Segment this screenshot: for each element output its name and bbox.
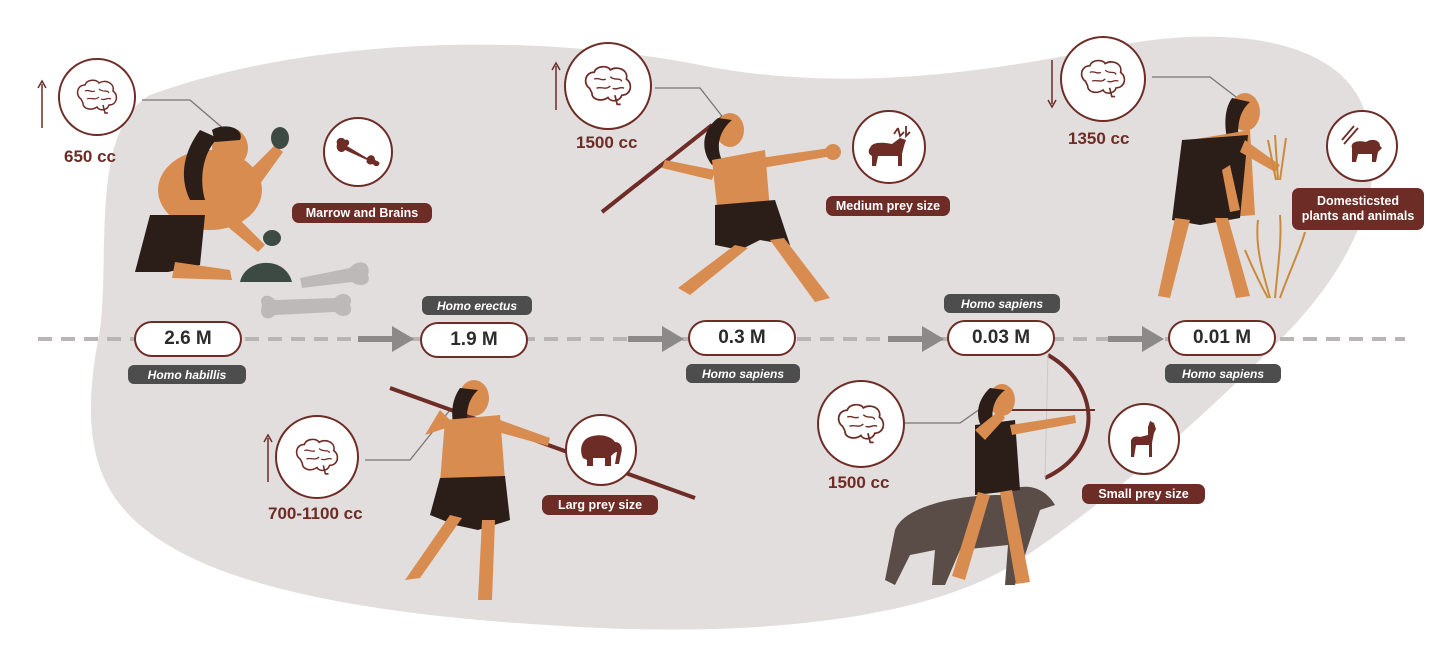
connector-line [142, 99, 226, 131]
diet-circle [1326, 110, 1398, 182]
brain-icon [584, 65, 632, 106]
diet-circle [323, 117, 393, 187]
thrower-figure [600, 113, 841, 302]
brain-circle [564, 42, 652, 130]
timeline-date-pill: 1.9 M [420, 322, 528, 358]
brain-size-label: 1500 cc [576, 133, 638, 152]
diet-label: Marrow and Brains [292, 203, 432, 223]
brain-size-label: 700-1100 cc [268, 504, 363, 523]
timeline-arrow [888, 326, 944, 352]
timeline-arrow [628, 326, 684, 352]
timeline-date-pill: 0.03 M [947, 320, 1055, 356]
brain-icon [76, 79, 118, 114]
arrow-down-icon [1047, 60, 1057, 109]
species-label: Homo sapiens [944, 294, 1060, 313]
arrow-up-icon [551, 61, 561, 110]
reindeer-icon [868, 126, 911, 166]
diet-circle [565, 414, 637, 486]
brain-size-label: 1500 cc [828, 473, 890, 492]
connector-line [1152, 76, 1241, 101]
brain-circle [1060, 36, 1146, 122]
elephant-icon [581, 435, 622, 466]
timeline-date-pill: 2.6 M [134, 321, 242, 357]
deer-icon [1130, 421, 1156, 457]
timeline-date-pill: 0.3 M [688, 320, 796, 356]
timeline-arrow [1108, 326, 1164, 352]
brain-icon [295, 438, 339, 475]
brain-circle [817, 380, 905, 468]
species-label: Homo habillis [128, 365, 246, 384]
connector-line [655, 87, 726, 121]
archer-figure [885, 353, 1095, 585]
brain-size-label: 1350 cc [1068, 129, 1130, 148]
homo-erectus-figure [389, 380, 696, 600]
brain-size-label: 650 cc [64, 147, 116, 166]
brain-circle [58, 58, 136, 136]
timeline-date-pill: 0.01 M [1168, 320, 1276, 356]
arrow-up-icon [37, 79, 47, 128]
brain-circle [275, 415, 359, 499]
diet-circle [852, 110, 926, 184]
farmer-figure [1158, 93, 1306, 299]
species-label: Homo sapiens [686, 364, 800, 383]
homo-habilis-figure [135, 126, 369, 319]
brain-icon [837, 403, 885, 444]
timeline-arrow [358, 326, 414, 352]
diet-label: Small prey size [1082, 484, 1205, 504]
sheep-icon [1341, 125, 1382, 162]
species-label: Homo erectus [422, 296, 532, 315]
diet-label: Domesticsted plants and animals [1292, 188, 1424, 230]
arrow-up-icon [263, 433, 273, 482]
diet-circle [1108, 403, 1180, 475]
species-label: Homo sapiens [1165, 364, 1281, 383]
diet-label-line: plants and animals [1301, 209, 1415, 223]
brain-icon [1080, 59, 1126, 98]
bone-icon [336, 137, 380, 167]
diet-label: Larg prey size [542, 495, 658, 515]
diet-label-line: Domesticsted [1317, 194, 1399, 208]
diet-label: Medium prey size [826, 196, 950, 216]
